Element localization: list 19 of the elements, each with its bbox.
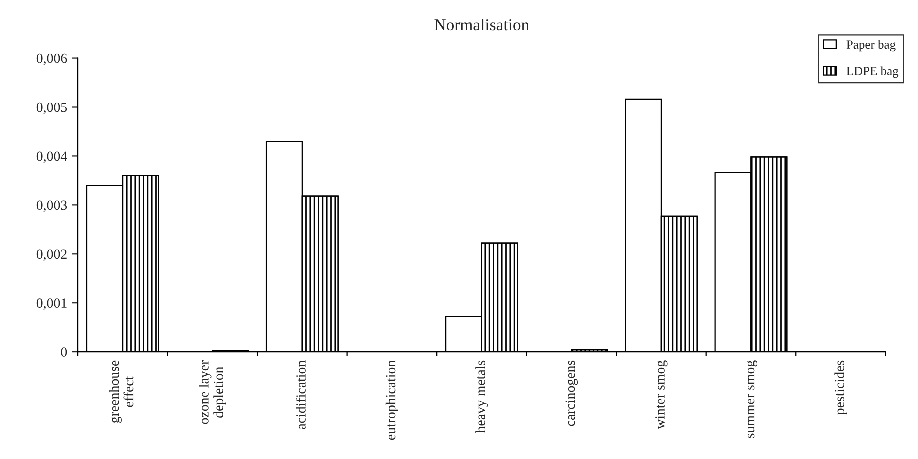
x-tick-label: winter smog: [656, 360, 668, 430]
y-tick-label: 0,005: [36, 102, 68, 114]
y-tick-label: 0: [61, 348, 68, 358]
x-tick-label: pesticides: [834, 360, 848, 415]
legend-label: Paper bag: [846, 40, 896, 52]
x-tick-label: ozone layer depletion: [199, 360, 226, 424]
x-tick-label: eutrophication: [386, 360, 398, 440]
y-tick-label: 0,006: [36, 54, 68, 66]
y-tick-label: 0,003: [36, 200, 68, 212]
y-tick-label: 0,002: [36, 250, 67, 262]
chart-title: Normalisation: [434, 18, 530, 31]
y-tick-label: 0,004: [36, 152, 68, 164]
legend-label: LDPE bag: [846, 66, 899, 78]
x-tick-label: summer smog: [747, 360, 758, 438]
x-tick-label: heavy metals: [476, 360, 488, 434]
x-tick-label: carcinogens: [566, 360, 578, 426]
y-tick-label: 0,001: [36, 298, 67, 310]
x-tick-label: acidification: [296, 360, 306, 430]
x-tick-label: greenhouse effect: [109, 360, 134, 424]
